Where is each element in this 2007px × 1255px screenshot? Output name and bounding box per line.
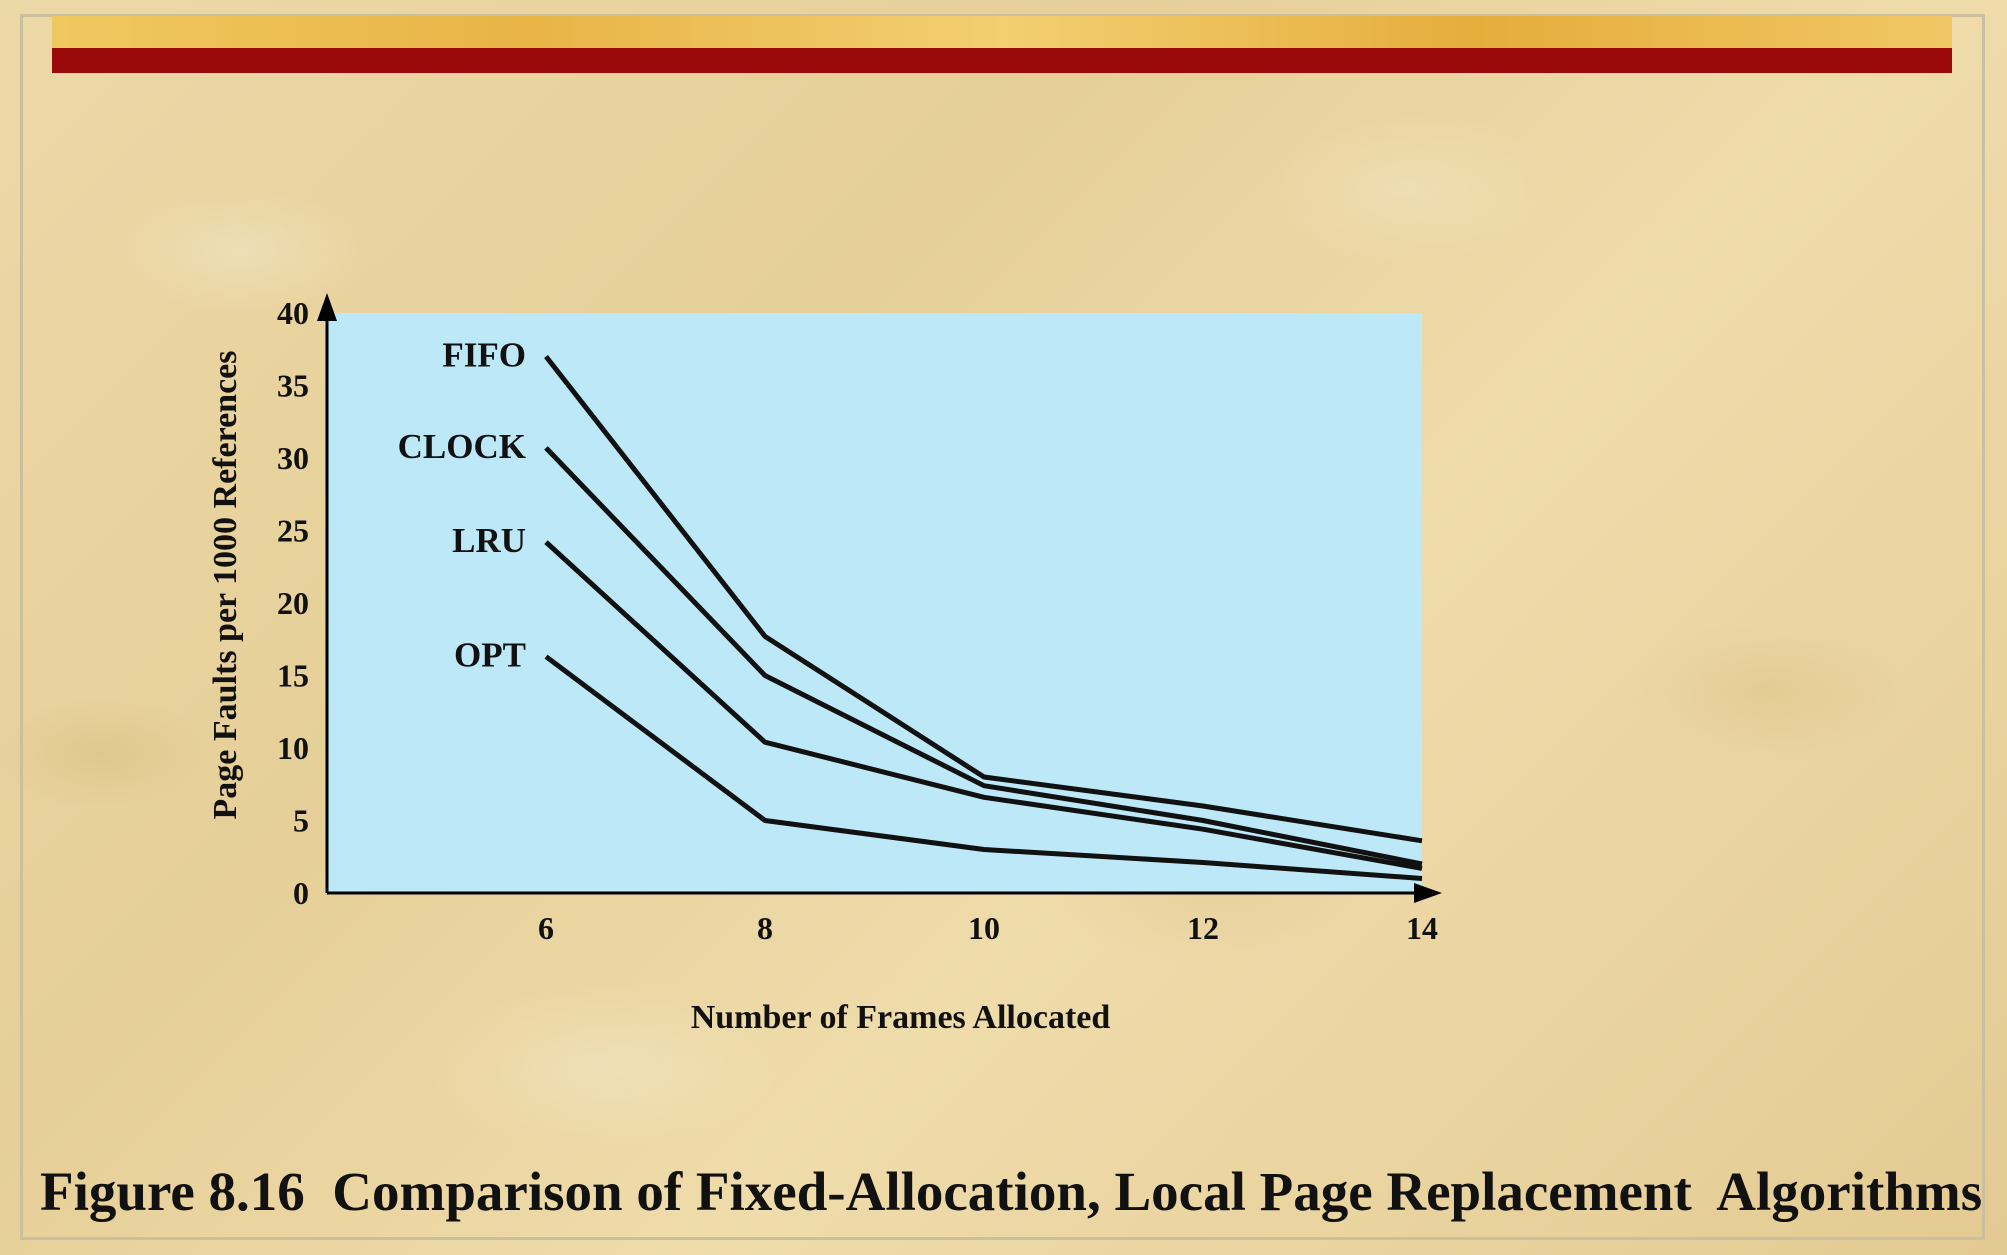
slide-border [20,14,1985,1240]
y-tick-label: 10 [277,730,309,766]
y-axis: 0 5 10 15 20 25 30 35 40 [277,293,337,911]
series-lines [544,354,1423,881]
x-tick-label: 14 [1406,910,1438,946]
y-axis-title: Page Faults per 1000 References [207,351,244,820]
x-axis-arrowhead [1414,883,1442,903]
series-label-fifo: FIFO [442,336,526,375]
series-line-opt [544,654,1423,881]
x-tick-label: 10 [968,910,1000,946]
x-tick-label: 12 [1187,910,1219,946]
header-gold-band [52,16,1952,48]
figure-caption: Figure 8.16 Comparison of Fixed-Allocati… [40,1161,1983,1222]
x-tick-label: 6 [538,910,554,946]
y-tick-label: 15 [277,658,309,694]
y-tick-label: 25 [277,513,309,549]
series-line-clock [544,446,1423,867]
header-red-band [52,48,1952,73]
y-tick-label: 5 [293,803,309,839]
plot-area [327,313,1422,893]
series-labels: FIFO CLOCK LRU OPT [398,336,526,675]
series-label-lru: LRU [452,521,526,560]
series-label-opt: OPT [454,636,526,675]
y-tick-label: 30 [277,440,309,476]
y-axis-arrowhead [317,293,337,321]
x-axis-title: Number of Frames Allocated [691,999,1111,1036]
y-tick-label: 40 [277,295,309,331]
series-line-fifo [544,354,1423,844]
x-axis: 6 8 10 12 14 [327,883,1442,946]
series-line-lru [544,540,1423,871]
series-label-clock: CLOCK [398,427,526,466]
y-tick-label: 0 [293,875,309,911]
y-tick-label: 20 [277,585,309,621]
x-tick-label: 8 [757,910,773,946]
y-tick-label: 35 [277,368,309,404]
